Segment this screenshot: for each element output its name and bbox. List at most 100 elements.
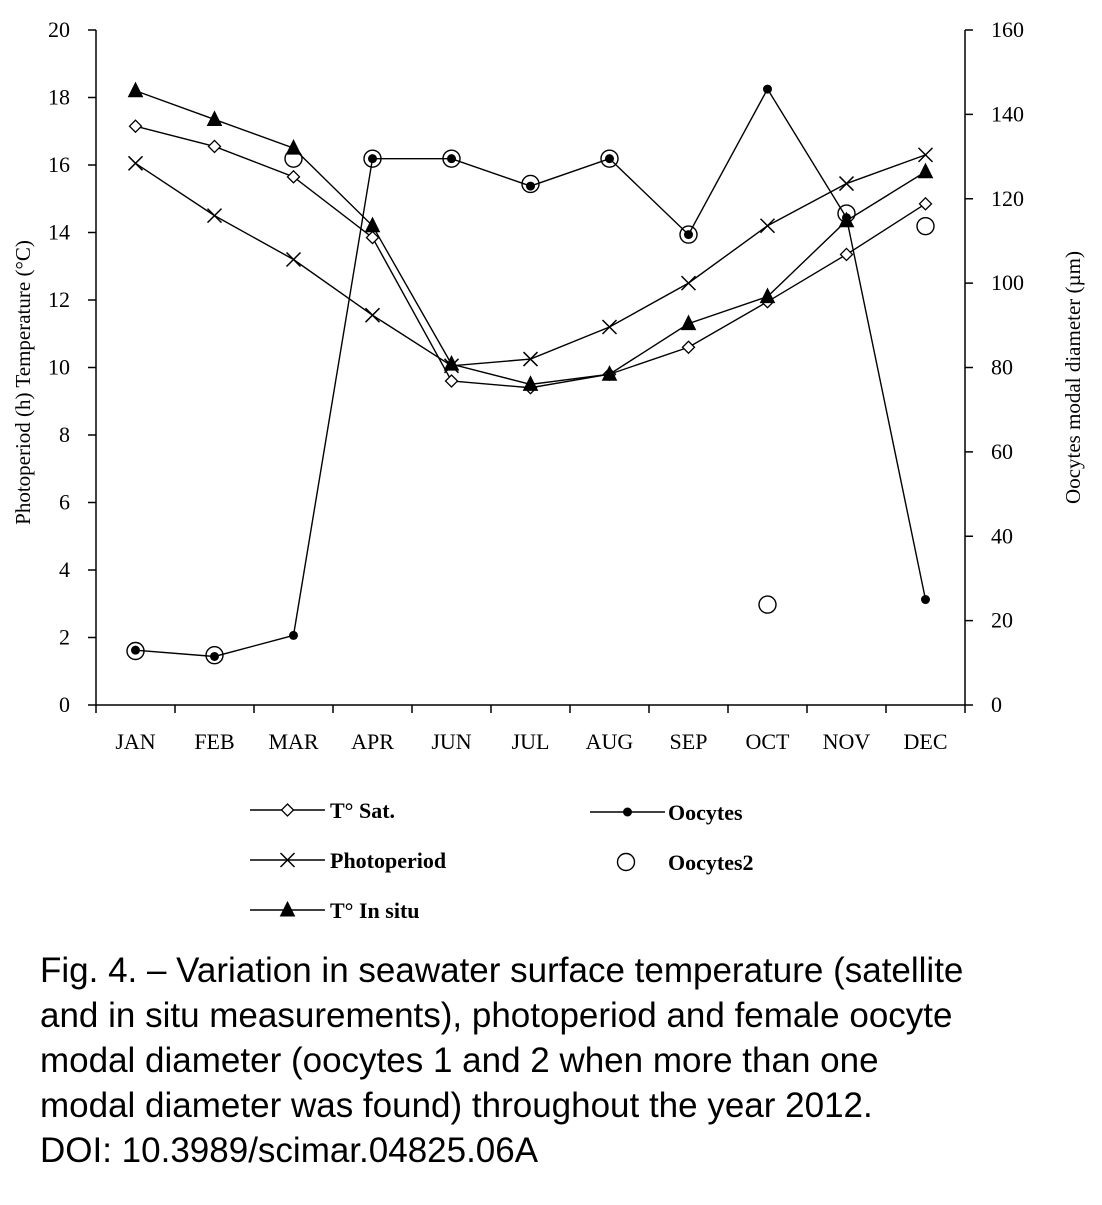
- series-t-in-situ: [127, 81, 934, 391]
- data-point-oocytes: [605, 154, 614, 164]
- legend-marker: [279, 852, 296, 868]
- x-tick-label: AUG: [586, 729, 634, 754]
- y-right-tick-label: 80: [991, 355, 1013, 380]
- y-left-tick-label: 18: [48, 85, 70, 110]
- x-tick-label: DEC: [904, 729, 948, 754]
- legend-marker: [623, 807, 632, 817]
- legend-label: Oocytes: [668, 800, 743, 825]
- series-oocytes2: [126, 149, 935, 665]
- legend-label: Photoperiod: [330, 848, 446, 873]
- y-left-tick-label: 6: [59, 490, 70, 515]
- data-point-t-in-situ: [364, 216, 381, 233]
- data-point-photoperiod: [838, 176, 855, 192]
- legend-item-t-sat: T° Sat.: [250, 798, 395, 823]
- x-tick-label: APR: [351, 729, 394, 754]
- data-point-t-sat: [681, 340, 696, 355]
- data-point-t-in-situ: [601, 365, 618, 381]
- x-tick-label: SEP: [670, 729, 708, 754]
- data-point-oocytes: [763, 84, 772, 94]
- data-point-t-in-situ: [206, 110, 223, 126]
- data-point-oocytes2: [758, 595, 777, 614]
- data-point-oocytes2: [916, 216, 935, 236]
- caption-line: modal diameter was found) throughout the…: [40, 1086, 873, 1125]
- y-left-tick-label: 16: [48, 152, 70, 177]
- axes: 0 2 4 6 8 10 12 14 16 18 20 0 20 40 60 80 100 120 140 160 JA…: [11, 17, 1085, 754]
- caption-line: and in situ measurements), photoperiod a…: [40, 996, 953, 1035]
- data-point-t-sat: [207, 139, 222, 154]
- y-right-tick-label: 20: [991, 608, 1013, 633]
- data-point-oocytes: [289, 630, 298, 640]
- data-point-oocytes: [684, 230, 693, 240]
- data-point-t-sat: [365, 230, 380, 245]
- data-point-oocytes: [447, 154, 456, 164]
- legend-marker: [279, 900, 296, 917]
- x-tick-label: OCT: [746, 729, 791, 754]
- data-point-oocytes: [921, 595, 930, 605]
- y-left-tick-label: 20: [48, 17, 70, 42]
- data-point-photoperiod: [759, 218, 776, 234]
- figure-caption: Fig. 4. – Variation in seawater surface …: [40, 948, 1080, 1173]
- data-point-photoperiod: [285, 251, 302, 268]
- legend-label: T° Sat.: [330, 798, 395, 823]
- data-point-photoperiod: [206, 208, 223, 224]
- data-point-photoperiod: [127, 155, 144, 171]
- data-point-oocytes: [842, 213, 851, 223]
- legend-item-oocytes: Oocytes: [590, 800, 743, 825]
- data-point-t-sat: [918, 196, 933, 211]
- legend-label: T° In situ: [330, 898, 420, 923]
- legend-marker: [280, 803, 295, 817]
- caption-line: DOI: 10.3989/scimar.04825.06A: [40, 1131, 539, 1170]
- y-left-tick-label: 12: [48, 287, 70, 312]
- data-point-t-in-situ: [522, 375, 539, 391]
- data-point-t-sat: [128, 119, 143, 134]
- data-point-t-in-situ: [285, 139, 302, 155]
- data-point-photoperiod: [601, 319, 618, 335]
- legend-marker: [616, 852, 636, 872]
- y-right-tick-label: 160: [991, 17, 1024, 42]
- y-left-tick-label: 2: [59, 625, 70, 650]
- data-point-oocytes: [131, 645, 140, 655]
- y-left-tick-label: 14: [48, 220, 70, 245]
- series-line-oocytes: [135, 87, 927, 658]
- data-point-oocytes: [368, 154, 377, 164]
- data-point-photoperiod: [522, 351, 539, 367]
- y-left-tick-label: 10: [48, 355, 70, 380]
- chart: 0 2 4 6 8 10 12 14 16 18 20 0 20 40 60 80 100 120 140 160 JA…: [11, 17, 1085, 923]
- y-right-tick-label: 40: [991, 523, 1013, 548]
- data-point-t-in-situ: [759, 287, 776, 304]
- legend-item-t-in-situ: T° In situ: [250, 898, 420, 923]
- data-point-oocytes: [526, 181, 535, 191]
- x-tick-label: NOV: [823, 729, 871, 754]
- x-tick-label: JUL: [512, 729, 550, 754]
- y-right-tick-label: 120: [991, 186, 1024, 211]
- y-right-tick-label: 0: [991, 692, 1002, 717]
- y-left-tick-label: 0: [59, 692, 70, 717]
- data-point-photoperiod: [680, 275, 697, 291]
- data-point-oocytes: [210, 651, 219, 661]
- y-axis-right-title: Oocytes modal diameter (µm): [1061, 251, 1085, 504]
- data-point-t-in-situ: [680, 314, 697, 331]
- data-point-t-in-situ: [127, 81, 144, 98]
- data-point-oocytes2: [679, 225, 698, 244]
- legend-item-oocytes2: Oocytes2: [616, 850, 754, 875]
- caption-line: modal diameter (oocytes 1 and 2 when mor…: [40, 1041, 879, 1080]
- y-right-tick-label: 60: [991, 439, 1013, 464]
- y-left-tick-label: 8: [59, 422, 70, 447]
- data-point-t-in-situ: [917, 162, 934, 179]
- data-point-t-sat: [839, 247, 854, 262]
- y-right-tick-label: 100: [991, 270, 1024, 295]
- data-point-t-in-situ: [443, 355, 460, 371]
- data-point-photoperiod: [364, 307, 381, 323]
- y-right-tick-label: 140: [991, 101, 1024, 126]
- legend-label: Oocytes2: [668, 850, 754, 875]
- legend-item-photoperiod: Photoperiod: [250, 848, 446, 873]
- data-point-t-sat: [444, 374, 459, 388]
- legend: T° Sat. Photoperiod T° In situ Oocytes Oocyt…: [250, 798, 754, 923]
- series-oocytes: [131, 84, 930, 661]
- data-point-oocytes2: [521, 174, 540, 194]
- data-point-photoperiod: [917, 147, 934, 163]
- y-left-tick-label: 4: [59, 557, 70, 582]
- x-tick-label: JUN: [431, 729, 471, 754]
- x-tick-label: FEB: [194, 729, 234, 754]
- series-layer: [126, 81, 935, 665]
